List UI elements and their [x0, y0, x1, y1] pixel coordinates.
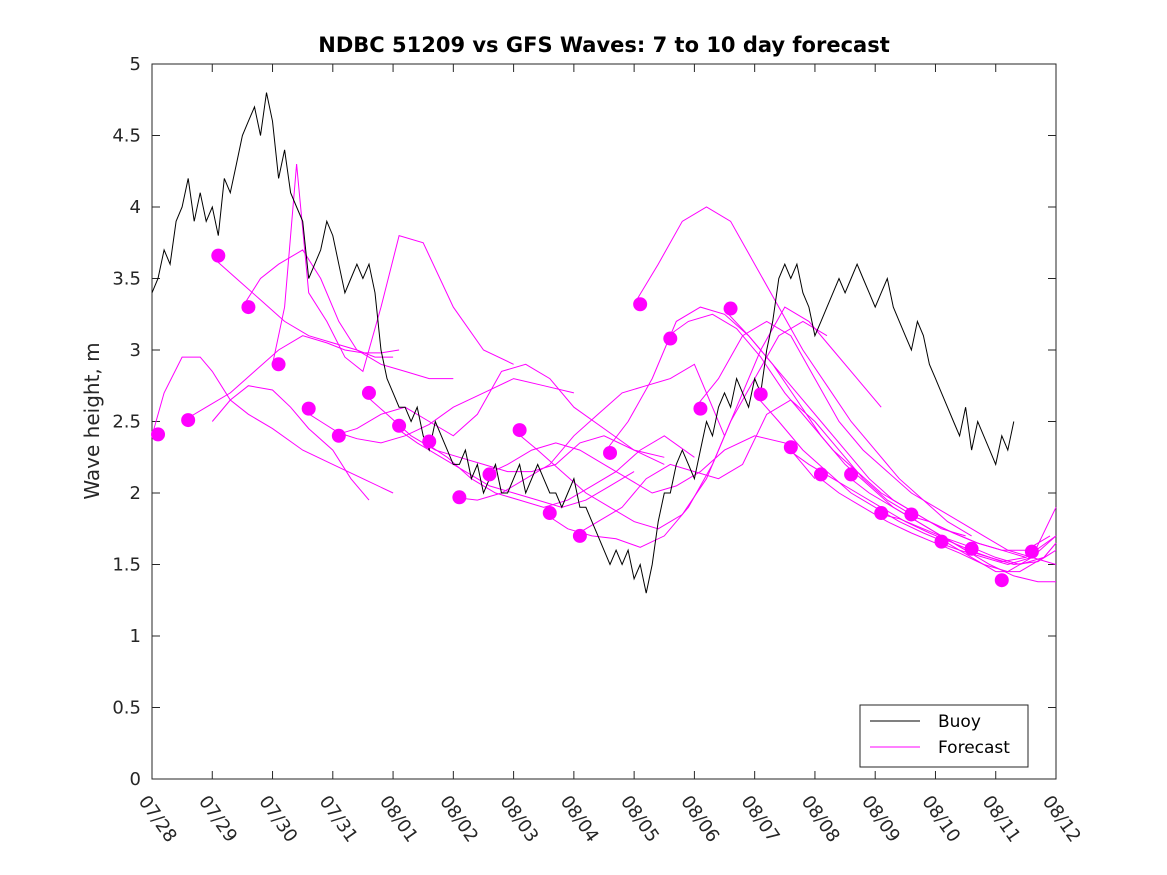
- forecast-point: [964, 541, 979, 556]
- forecast-point: [512, 423, 527, 438]
- forecast-line: [211, 256, 454, 380]
- x-tick-label: 08/02: [435, 792, 482, 847]
- forecast-point: [603, 445, 618, 460]
- forecast-point: [361, 385, 376, 400]
- forecast-point: [844, 467, 859, 482]
- x-tick-label: 08/05: [616, 792, 663, 847]
- forecast-line: [422, 435, 695, 508]
- forecast-point: [934, 534, 949, 549]
- y-axis-label: Wave height, m: [80, 342, 104, 499]
- x-tick-label: 08/10: [917, 792, 964, 847]
- forecast-line: [754, 393, 1057, 573]
- forecast-point: [482, 467, 497, 482]
- x-tick-label: 08/09: [857, 792, 904, 847]
- forecast-point: [904, 507, 919, 522]
- forecast-line: [241, 249, 394, 358]
- x-tick-label: 08/11: [978, 792, 1025, 847]
- forecast-point: [663, 331, 678, 346]
- forecast-point: [994, 573, 1009, 588]
- x-tick-label: 08/12: [1038, 792, 1085, 847]
- forecast-line: [392, 425, 635, 508]
- chart-title: NDBC 51209 vs GFS Waves: 7 to 10 day for…: [318, 33, 889, 57]
- forecast-point: [633, 297, 648, 312]
- forecast-point: [542, 506, 557, 521]
- x-tick-label: 08/03: [496, 792, 543, 847]
- y-tick-label: 1.5: [112, 555, 141, 576]
- forecast-point: [452, 490, 467, 505]
- forecast-point: [1024, 544, 1039, 559]
- forecast-point: [151, 427, 166, 442]
- forecast-line: [513, 320, 828, 530]
- forecast-point: [813, 467, 828, 482]
- forecast-point: [874, 506, 889, 521]
- forecast-point: [181, 413, 196, 428]
- forecast-point: [572, 528, 587, 543]
- forecast-line: [633, 206, 972, 537]
- forecast-point: [753, 387, 768, 402]
- forecast-line: [181, 335, 400, 422]
- legend: Buoy Forecast: [859, 704, 1029, 768]
- x-tick-label: 08/01: [375, 792, 422, 847]
- buoy-line: [151, 92, 1015, 594]
- forecast-line: [362, 392, 665, 473]
- y-tick-label: 3: [130, 340, 141, 361]
- forecast-line: [543, 306, 882, 548]
- forecast-line: [453, 363, 725, 501]
- x-tick-label: 08/06: [676, 792, 723, 847]
- x-tick-label: 07/29: [194, 792, 241, 847]
- x-tick-label: 07/30: [254, 792, 301, 847]
- plot-area: 0 0.5 1 1.5 2 2.5 3 3.5 4 4.5 5 07/28 07/29 07/30 07/…: [112, 54, 1085, 846]
- x-tick-label: 08/07: [737, 792, 784, 847]
- forecast-point: [211, 248, 226, 263]
- forecast-point: [392, 418, 407, 433]
- forecast-point: [723, 301, 738, 316]
- y-tick-label: 2.5: [112, 412, 141, 433]
- forecast-line: [844, 474, 1056, 583]
- buoy-series: [151, 92, 1015, 594]
- legend-buoy-label: Buoy: [938, 712, 981, 732]
- y-tick-label: 4: [130, 197, 141, 218]
- x-tick-label: 08/08: [797, 792, 844, 847]
- forecast-point: [331, 428, 346, 443]
- forecast-point: [422, 434, 437, 449]
- forecast-point: [783, 440, 798, 455]
- legend-box: [859, 704, 1029, 768]
- y-tick-label: 5: [130, 54, 141, 75]
- y-tick-label: 0: [130, 769, 141, 790]
- x-tick-label: 07/31: [315, 792, 362, 847]
- forecast-point: [271, 357, 286, 372]
- forecast-points: [151, 248, 1039, 588]
- forecast-line: [151, 356, 394, 494]
- x-tick-label: 08/04: [556, 792, 603, 847]
- forecast-point: [241, 300, 256, 315]
- x-tick-label: 07/28: [134, 792, 181, 847]
- y-axis-ticks: 0 0.5 1 1.5 2 2.5 3 3.5 4 4.5 5: [112, 54, 1056, 790]
- y-tick-label: 1: [130, 626, 141, 647]
- y-tick-label: 0.5: [112, 698, 141, 719]
- forecast-line: [211, 385, 370, 501]
- forecast-line: [694, 320, 1057, 565]
- y-tick-label: 4.5: [112, 126, 141, 147]
- y-tick-label: 2: [130, 483, 141, 504]
- legend-forecast-label: Forecast: [938, 738, 1010, 758]
- forecast-line: [272, 164, 514, 373]
- forecast-point: [693, 401, 708, 416]
- y-tick-label: 3.5: [112, 269, 141, 290]
- forecast-point: [301, 401, 316, 416]
